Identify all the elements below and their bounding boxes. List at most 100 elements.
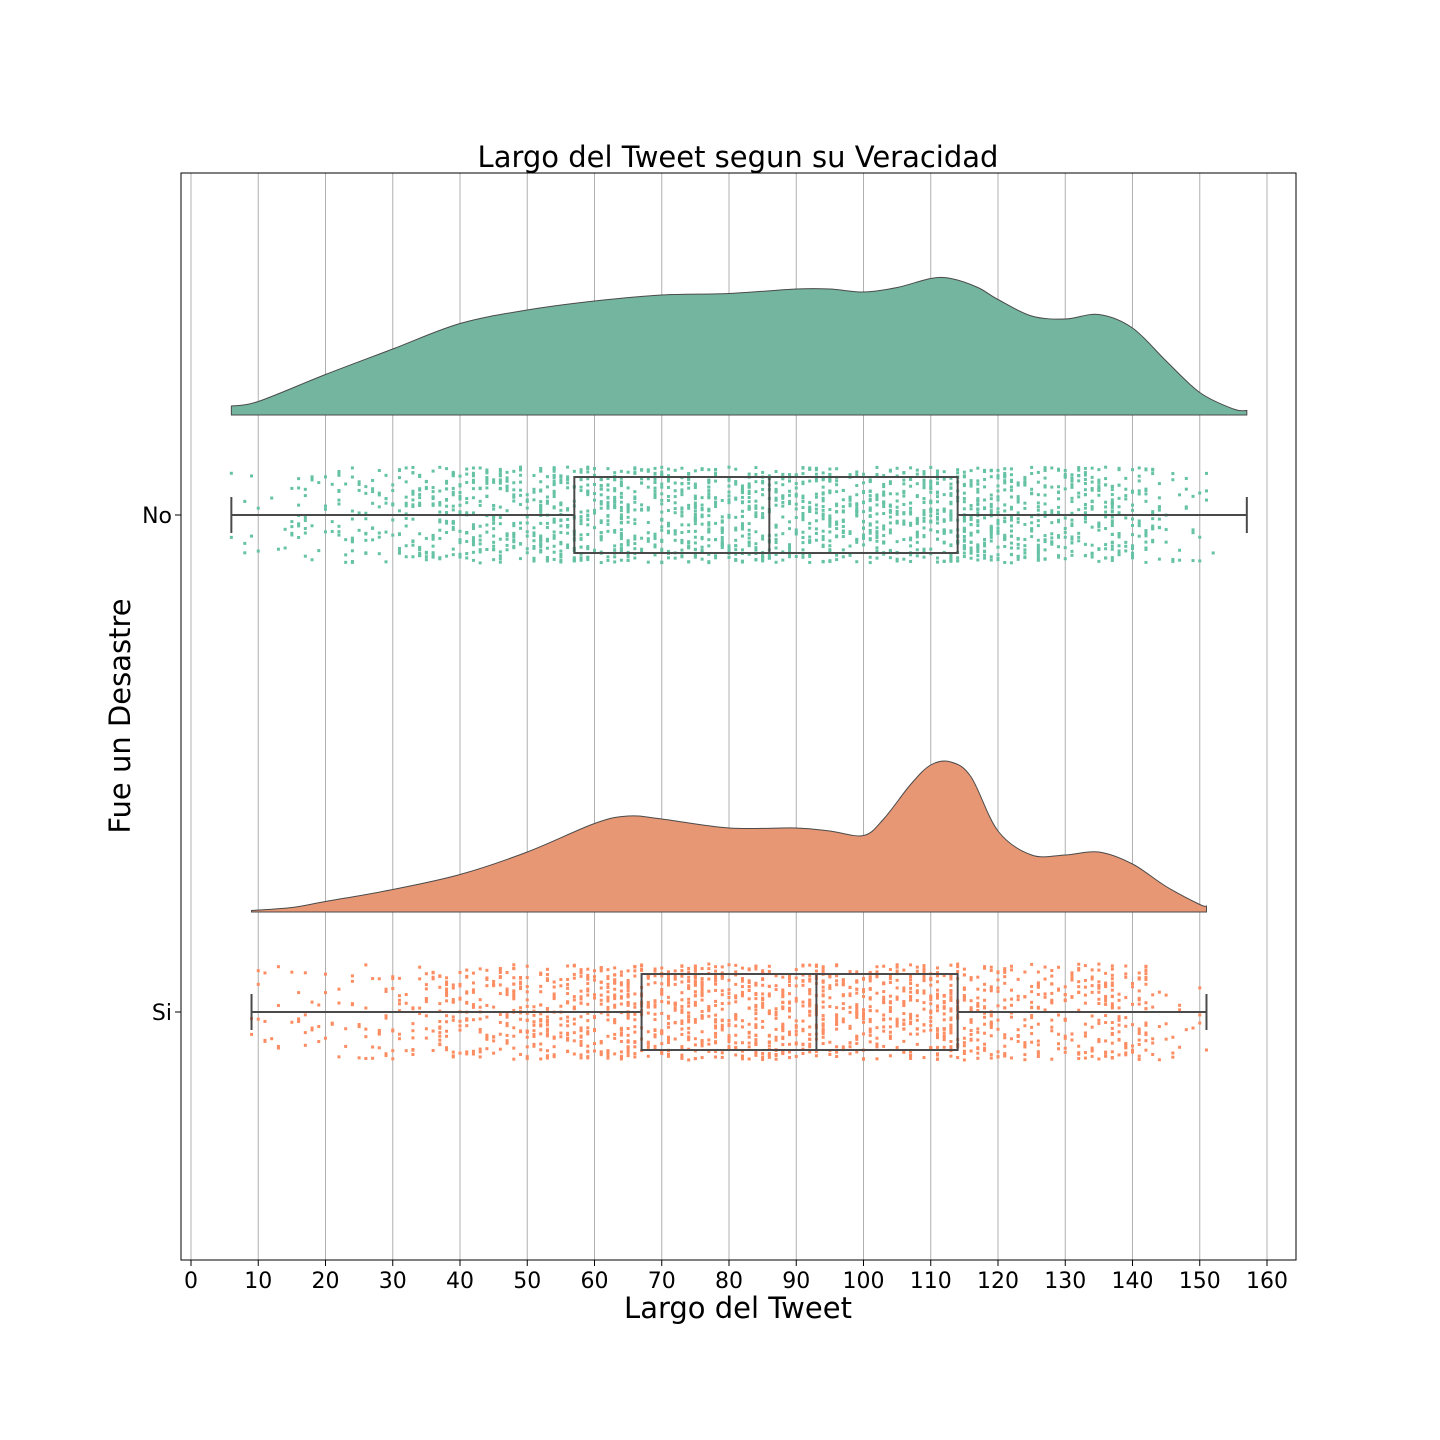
rain-point-no — [458, 491, 462, 495]
rain-point-no — [666, 477, 670, 481]
rain-point-no — [525, 534, 529, 538]
rain-point-si — [687, 1014, 691, 1018]
rain-point-no — [1083, 471, 1087, 475]
rain-point-no — [1083, 493, 1087, 497]
rain-point-no — [559, 549, 563, 553]
rain-point-no — [935, 560, 939, 564]
rain-point-si — [1043, 977, 1047, 981]
rain-point-si — [1191, 1026, 1195, 1030]
rain-point-no — [888, 510, 892, 514]
x-tick-label-40: 40 — [446, 1269, 474, 1294]
rain-point-si — [1151, 1005, 1155, 1009]
rain-point-no — [505, 476, 509, 480]
rain-point-no — [1003, 561, 1007, 565]
rain-point-no — [586, 514, 590, 518]
rain-point-si — [747, 1006, 751, 1010]
rain-point-si — [727, 1045, 731, 1049]
rain-point-no — [411, 489, 415, 493]
rain-point-no — [1083, 481, 1087, 485]
rain-point-si — [714, 965, 718, 969]
rain-point-si — [606, 1034, 610, 1038]
rain-point-si — [1050, 1001, 1054, 1005]
rain-point-si — [619, 1002, 623, 1006]
rain-point-si — [862, 988, 865, 992]
rain-point-no — [1063, 546, 1067, 550]
rain-point-no — [1151, 510, 1155, 514]
rain-point-no — [519, 473, 523, 477]
rain-point-si — [949, 1018, 953, 1022]
rain-point-si — [646, 974, 650, 978]
rain-point-no — [754, 513, 758, 517]
rain-point-no — [808, 539, 812, 543]
rain-point-no — [909, 553, 913, 557]
rain-point-no — [828, 522, 832, 526]
rain-point-si — [1178, 1008, 1182, 1012]
rain-point-no — [835, 522, 839, 526]
rain-point-no — [492, 480, 496, 484]
rain-point-si — [808, 998, 812, 1002]
rain-point-no — [478, 503, 482, 507]
rain-point-no — [935, 512, 939, 516]
rain-point-si — [1050, 1029, 1054, 1033]
rain-point-si — [1090, 1054, 1094, 1058]
rain-point-no — [915, 531, 919, 535]
rain-point-no — [989, 475, 993, 479]
rain-point-no — [788, 502, 792, 506]
rain-point-no — [693, 541, 697, 545]
rain-point-no — [505, 484, 509, 488]
rain-point-no — [902, 557, 906, 561]
rain-point-no — [619, 521, 623, 525]
rain-point-no — [471, 538, 475, 542]
rain-point-no — [1124, 540, 1128, 544]
rain-point-no — [666, 530, 670, 534]
rain-point-no — [1036, 548, 1040, 552]
rain-point-no — [492, 478, 496, 482]
rain-point-no — [835, 483, 839, 487]
rain-point-no — [1003, 520, 1007, 524]
rain-point-si — [949, 989, 953, 993]
rain-point-no — [525, 498, 529, 502]
rain-point-si — [532, 1033, 536, 1037]
rain-point-si — [680, 1053, 684, 1057]
rain-point-no — [1030, 515, 1034, 519]
rain-point-no — [1023, 475, 1027, 479]
rain-point-si — [458, 1024, 462, 1028]
rain-point-no — [814, 479, 818, 483]
rain-point-si — [1097, 983, 1101, 987]
rain-point-si — [835, 1017, 839, 1021]
rain-point-no — [821, 485, 825, 489]
rain-point-no — [471, 474, 475, 478]
rain-point-no — [909, 559, 913, 563]
rain-point-no — [868, 508, 872, 512]
rain-point-si — [337, 1055, 341, 1059]
rain-point-no — [821, 492, 825, 496]
rain-point-no — [1090, 525, 1094, 529]
rain-point-no — [653, 532, 657, 536]
rain-point-no — [559, 508, 563, 512]
rain-point-no — [727, 545, 731, 549]
rain-point-si — [519, 985, 523, 989]
rain-point-si — [1003, 981, 1007, 985]
rain-point-si — [364, 1035, 368, 1039]
rain-point-si — [1063, 1034, 1067, 1038]
rain-point-no — [566, 486, 570, 490]
rain-point-si — [498, 992, 502, 996]
rain-point-si — [478, 1047, 482, 1051]
rain-point-si — [687, 1001, 691, 1005]
rain-point-no — [586, 523, 590, 527]
rain-point-no — [801, 513, 805, 517]
rain-point-no — [653, 472, 657, 476]
rain-point-no — [505, 534, 509, 538]
rain-point-si — [976, 987, 980, 991]
rain-point-si — [875, 1036, 879, 1040]
rain-point-no — [660, 538, 664, 542]
rain-point-no — [1124, 487, 1128, 491]
rain-point-no — [619, 532, 623, 536]
rain-point-si — [384, 987, 388, 991]
rain-point-no — [821, 543, 825, 547]
rain-point-no — [1110, 547, 1114, 551]
rain-point-no — [774, 487, 778, 491]
rain-point-si — [566, 1000, 570, 1004]
rain-point-no — [761, 470, 765, 474]
rain-point-si — [397, 1037, 401, 1041]
